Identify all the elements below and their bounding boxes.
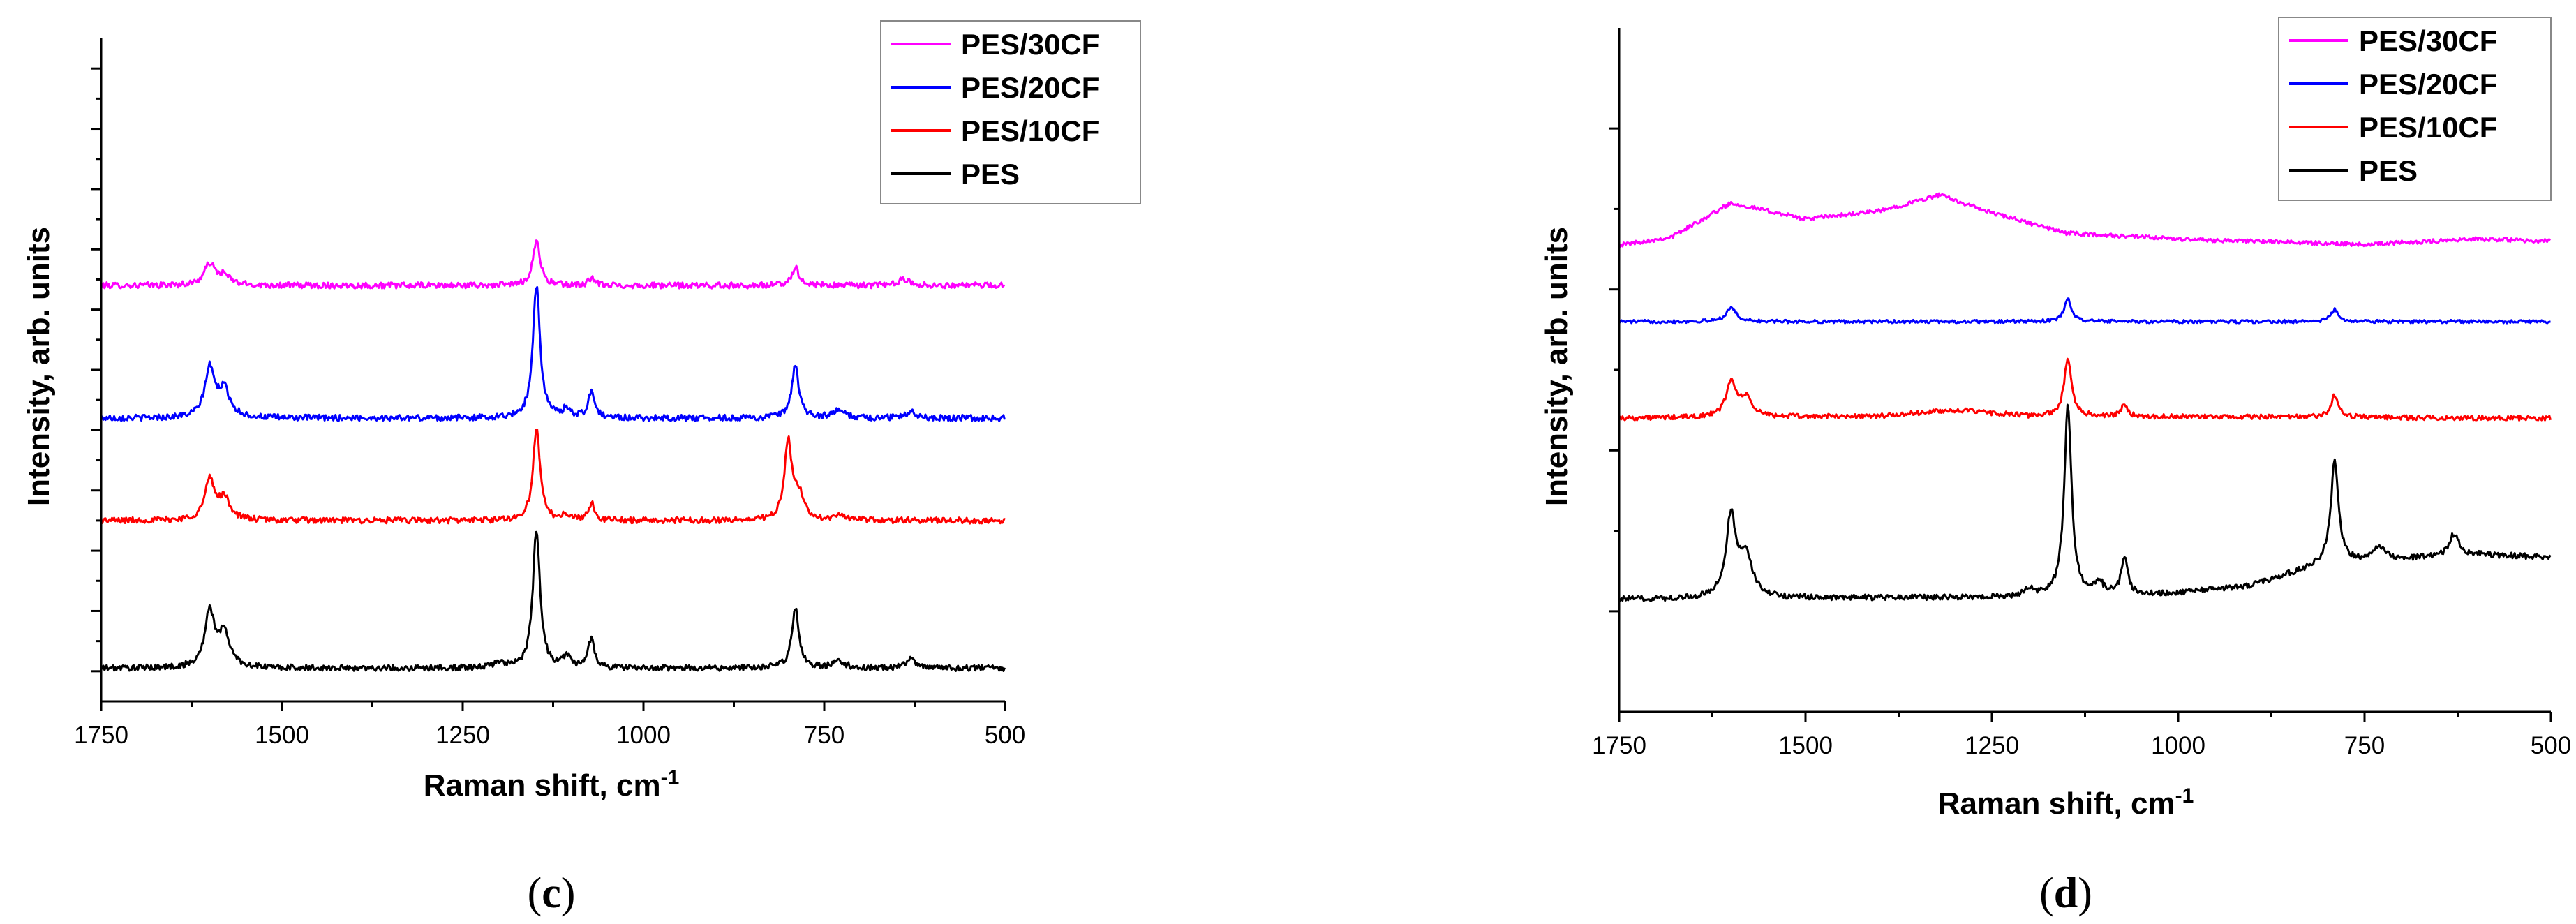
legend-label-pes-10cf-d: PES/10CF [2359,111,2497,144]
legend-label-pes-30cf-d: PES/30CF [2359,24,2497,57]
x-tick-label-d: 1000 [2151,732,2205,759]
chart-panel-c: 1750 1500 1250 1000 750 500 PES/30CFPES/20CFP… [22,20,1141,917]
legend-label-pes-20cf-c: PES/20CF [961,71,1099,104]
x-tick-label-d: 750 [2344,732,2385,759]
axes-c: 1750 1500 1250 1000 750 500 [74,38,1025,749]
axes-d: 1750 1500 1250 1000 750 500 [1592,28,2571,759]
legend-label-pes-30cf-c: PES/30CF [961,28,1099,61]
series-line-pes-30cf-d [1618,192,2552,248]
chart-panel-d: 1750 1500 1250 1000 750 500 PES/30CFPES/20CFP… [1540,17,2571,917]
series-line-pes-c [100,530,1006,672]
x-tick-label-c: 500 [985,722,1025,749]
panel-label-d: (d) [2039,870,2092,917]
x-tick-label-d: 1500 [1778,732,1833,759]
legend-d: PES/30CF PES/20CF PES/10CF PES [2278,17,2552,201]
x-axis-title-superscript-d: -1 [2175,784,2194,807]
y-axis-title-c: Intensity, arb. units [22,227,56,506]
plot-area-c [100,239,1006,672]
x-tick-label-d: 1250 [1965,732,2019,759]
series-line-pes-10cf-c [100,429,1006,525]
series-line-pes-10cf-d [1618,357,2552,422]
x-axis-title-c: Raman shift, cm-1 [424,766,680,803]
panel-letter-c: c [542,870,561,917]
legend-c: PES/30CF PES/20CF PES/10CF PES [880,20,1141,204]
series-line-pes-30cf-c [100,239,1006,290]
x-axis-title-text-c: Raman shift, cm [424,768,661,803]
series-line-pes-d [1618,403,2552,602]
legend-label-pes-d: PES [2359,154,2418,187]
x-tick-label-c: 1750 [74,722,128,749]
series-line-pes-20cf-d [1618,297,2551,325]
y-axis-title-d: Intensity, arb. units [1540,227,1574,506]
plot-area-d [1618,192,2552,602]
x-axis-title-superscript-c: -1 [661,766,680,789]
x-tick-label-c: 1250 [435,722,490,749]
series-line-pes-20cf-c [100,285,1006,422]
x-tick-label-c: 750 [804,722,844,749]
x-tick-label-d: 1750 [1592,732,1646,759]
x-tick-label-c: 1500 [255,722,309,749]
legend-label-pes-10cf-c: PES/10CF [961,114,1099,147]
legend-label-pes-c: PES [961,158,1020,191]
x-axis-title-d: Raman shift, cm-1 [1938,784,2194,821]
legend-label-pes-20cf-d: PES/20CF [2359,68,2497,100]
x-tick-label-d: 500 [2531,732,2571,759]
x-tick-label-c: 1000 [616,722,671,749]
panel-label-c: (c) [528,870,576,917]
panel-letter-d: d [2054,870,2078,917]
x-axis-title-text-d: Raman shift, cm [1938,787,2175,821]
